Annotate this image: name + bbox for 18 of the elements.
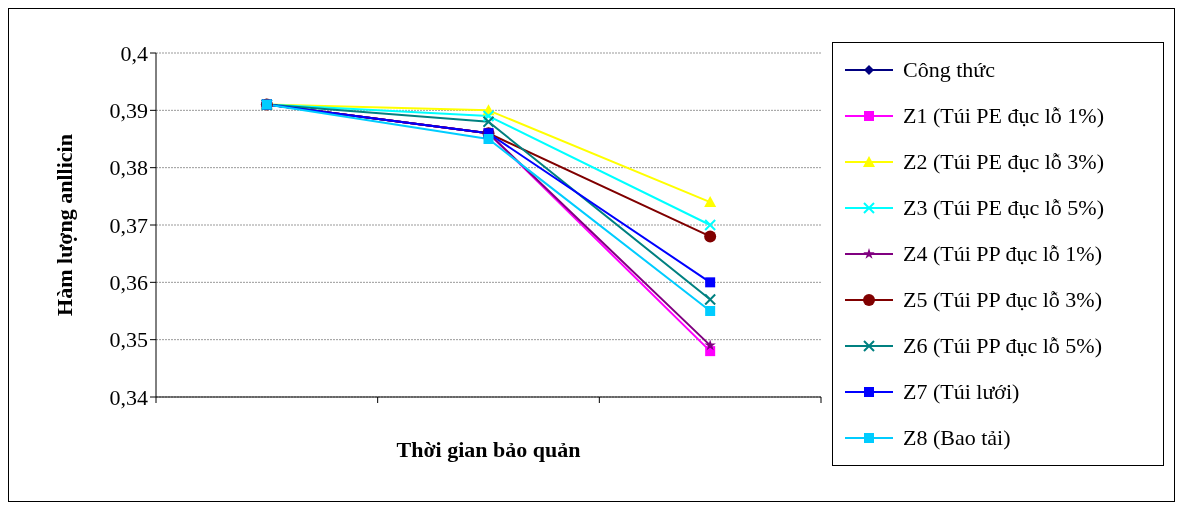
y-tick-label: 0,39 (109, 98, 148, 124)
legend-label: Z7 (Túi lưới) (903, 379, 1020, 405)
x-axis-title: Thời gian bảo quản (396, 437, 581, 462)
legend-label: Z4 (Túi PP đục lỗ 1%) (903, 241, 1102, 267)
legend-label: Z6 (Túi PP đục lỗ 5%) (903, 333, 1102, 359)
y-tick-label: 0,38 (109, 155, 148, 181)
legend-label: Z1 (Túi PE đục lỗ 1%) (903, 103, 1105, 129)
y-tick-label: 0,36 (109, 270, 148, 296)
y-axis-title: Hàm lượng anllicin (51, 134, 77, 316)
legend-label: Z2 (Túi PE đục lỗ 3%) (903, 149, 1105, 175)
legend-label: Z3 (Túi PE đục lỗ 5%) (903, 195, 1105, 221)
legend-label: Z8 (Bao tải) (903, 425, 1011, 451)
y-tick-label: 0,34 (109, 384, 148, 410)
legend-label: Công thức (903, 57, 995, 83)
y-tick-label: 0,4 (120, 40, 148, 66)
y-tick-label: 0,37 (109, 212, 148, 238)
y-tick-label: 0,35 (109, 327, 148, 353)
legend-label: Z5 (Túi PP đục lỗ 3%) (903, 287, 1102, 313)
